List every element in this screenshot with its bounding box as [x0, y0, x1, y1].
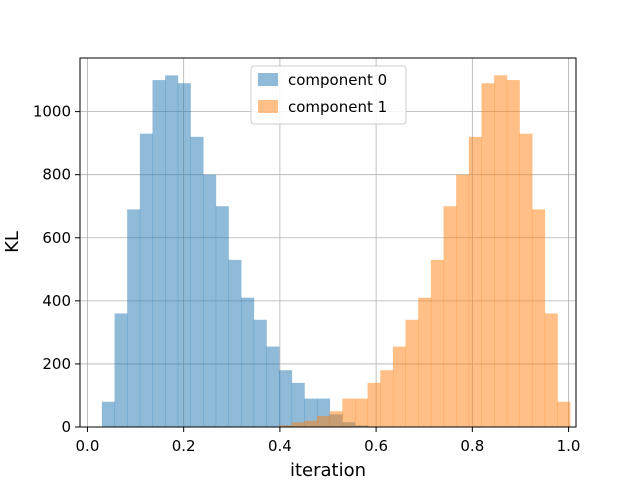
legend-label-component-1: component 1 [288, 98, 387, 116]
bar-series-0-bin-6 [177, 83, 191, 427]
legend-swatch-component-0 [258, 73, 278, 86]
y-tick-label: 200 [42, 355, 71, 373]
bar-series-0-bin-13 [266, 346, 280, 427]
y-tick-label: 0 [61, 418, 71, 436]
bar-series-1-bin-28 [456, 174, 470, 427]
x-tick-label: 0.2 [172, 437, 196, 455]
y-tick-label: 800 [42, 166, 71, 184]
bar-series-1-bin-32 [506, 80, 520, 428]
bar-series-1-bin-15 [291, 422, 305, 427]
plot-frame [79, 57, 577, 428]
bar-series-0-bin-10 [228, 259, 242, 427]
histogram-bars [101, 75, 571, 428]
bar-series-1-bin-20 [354, 398, 368, 427]
bar-series-1-bin-22 [380, 370, 394, 427]
bar-series-1-bin-17 [316, 415, 331, 427]
y-tick-label: 600 [42, 229, 71, 247]
x-tick-label: 0.8 [460, 437, 484, 455]
bar-series-0-bin-3 [139, 133, 153, 427]
bar-series-0-bin-14 [279, 370, 293, 427]
bar-series-0-bin-4 [152, 80, 166, 428]
bar-series-1-bin-16 [304, 420, 318, 427]
bar-series-0-bin-8 [203, 174, 217, 427]
bar-series-0-bin-1 [114, 313, 128, 427]
bar-series-0-bin-15 [291, 382, 305, 427]
bar-series-1-bin-24 [405, 319, 419, 427]
y-axis-label: KL [2, 231, 23, 253]
x-tick-label: 0.0 [76, 437, 100, 455]
legend: component 0 component 1 [250, 65, 407, 125]
y-tick-label: 1000 [33, 103, 71, 121]
bar-series-1-bin-23 [392, 346, 406, 427]
y-tick-label: 400 [42, 292, 71, 310]
x-tick-label: 1.0 [557, 437, 581, 455]
x-axis-label: iteration [290, 460, 366, 480]
bar-series-1-bin-34 [532, 209, 546, 427]
x-tick-label: 0.4 [268, 437, 292, 455]
legend-box [250, 65, 407, 125]
bar-series-0-bin-16 [304, 398, 318, 427]
bar-series-1-bin-36 [557, 401, 571, 427]
bar-series-1-bin-14 [279, 425, 293, 427]
bar-series-1-bin-25 [418, 297, 432, 427]
bar-series-1-bin-31 [494, 75, 508, 427]
bar-series-1-bin-19 [342, 398, 356, 427]
axis-ticks: 0.0 0.2 0.4 0.6 0.8 1.0 0 200 400 600 800 1000 [33, 103, 581, 455]
bar-series-1-bin-18 [329, 411, 343, 427]
bar-series-0-bin-5 [165, 75, 179, 427]
x-tick-label: 0.6 [364, 437, 388, 455]
bar-series-0-bin-7 [190, 136, 204, 427]
bar-series-0-bin-11 [241, 297, 255, 427]
bar-series-1-bin-29 [468, 136, 482, 427]
legend-swatch-component-1 [258, 100, 278, 113]
bar-series-0-bin-12 [253, 319, 267, 427]
bar-series-0-bin-0 [101, 401, 115, 427]
bar-series-0-bin-2 [127, 209, 141, 427]
bar-series-1-bin-21 [367, 382, 381, 427]
bar-series-1-bin-35 [544, 313, 558, 427]
bar-series-1-bin-26 [430, 259, 444, 427]
legend-label-component-0: component 0 [288, 71, 387, 89]
bar-series-1-bin-33 [519, 133, 533, 427]
bar-series-0-bin-9 [215, 206, 229, 427]
bar-series-1-bin-30 [481, 83, 495, 427]
bar-series-1-bin-27 [443, 206, 457, 427]
